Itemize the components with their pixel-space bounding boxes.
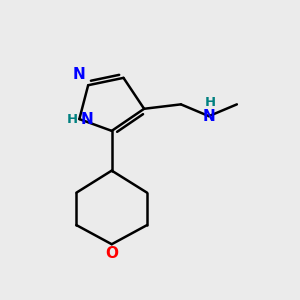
Text: H: H — [67, 112, 78, 126]
Text: N: N — [73, 67, 85, 82]
Text: N: N — [81, 112, 94, 127]
Text: N: N — [202, 109, 215, 124]
Text: O: O — [105, 246, 118, 261]
Text: H: H — [205, 96, 216, 109]
